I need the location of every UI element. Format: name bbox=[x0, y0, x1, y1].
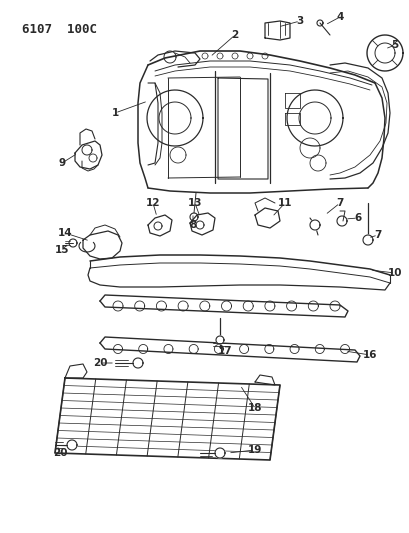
Polygon shape bbox=[214, 448, 225, 458]
Text: 11: 11 bbox=[277, 198, 292, 208]
Text: 20: 20 bbox=[92, 358, 107, 368]
Text: 8: 8 bbox=[189, 220, 196, 230]
Text: 14: 14 bbox=[58, 228, 72, 238]
Polygon shape bbox=[67, 440, 77, 450]
Polygon shape bbox=[216, 336, 223, 344]
Text: 5: 5 bbox=[391, 40, 398, 50]
Text: 3: 3 bbox=[296, 16, 303, 26]
Text: 13: 13 bbox=[187, 198, 202, 208]
Text: 6107  100C: 6107 100C bbox=[22, 23, 97, 36]
Text: 7: 7 bbox=[335, 198, 343, 208]
Text: 10: 10 bbox=[387, 268, 401, 278]
Text: 7: 7 bbox=[373, 230, 381, 240]
Text: 6: 6 bbox=[353, 213, 361, 223]
Text: 20: 20 bbox=[53, 448, 67, 458]
Polygon shape bbox=[133, 358, 143, 368]
Polygon shape bbox=[336, 216, 346, 226]
Text: 4: 4 bbox=[335, 12, 343, 22]
Text: 17: 17 bbox=[217, 346, 232, 356]
Text: 12: 12 bbox=[145, 198, 160, 208]
Text: 2: 2 bbox=[231, 30, 238, 40]
Polygon shape bbox=[309, 220, 319, 230]
Text: 18: 18 bbox=[247, 403, 262, 413]
Text: 1: 1 bbox=[111, 108, 118, 118]
Text: 19: 19 bbox=[247, 445, 261, 455]
Text: 9: 9 bbox=[58, 158, 65, 168]
Text: 15: 15 bbox=[55, 245, 69, 255]
Text: 16: 16 bbox=[362, 350, 376, 360]
Polygon shape bbox=[362, 235, 372, 245]
